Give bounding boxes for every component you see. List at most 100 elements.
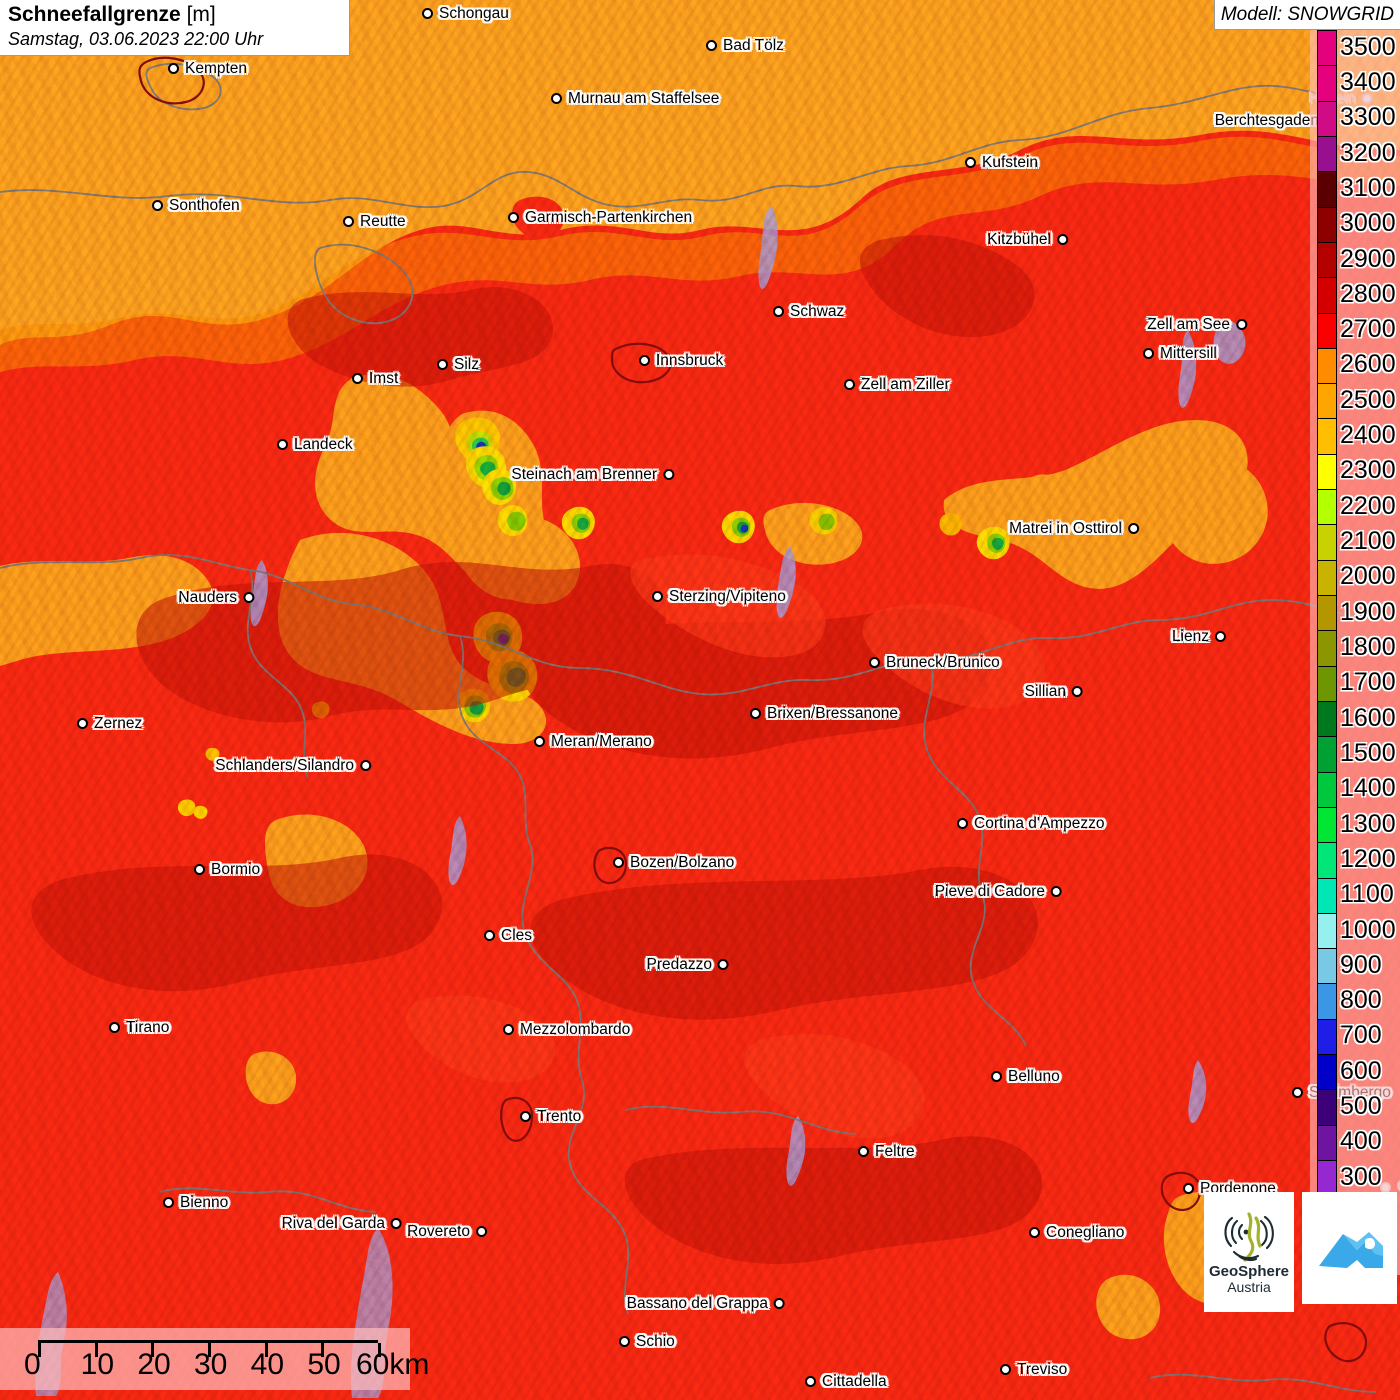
city-marker[interactable]: Coneglianо (1029, 1225, 1124, 1241)
legend-label-500: 500 (1340, 1092, 1382, 1121)
city-marker[interactable]: Sonthofen (152, 198, 240, 214)
legend-swatch-500[interactable] (1317, 1089, 1337, 1125)
city-label: Murnau am Staffelsee (568, 90, 720, 107)
legend-swatch-1700[interactable] (1317, 665, 1337, 701)
city-marker[interactable]: Bormio (194, 862, 260, 878)
city-marker[interactable]: Treviso (1000, 1362, 1067, 1378)
mountain-logo[interactable] (1302, 1192, 1397, 1304)
city-label: Bruneck/Brunico (886, 654, 1000, 671)
city-marker[interactable]: Predazzo (647, 957, 729, 973)
city-marker[interactable]: Landeck (277, 437, 353, 453)
legend-swatch-900[interactable] (1317, 948, 1337, 984)
city-marker[interactable]: Mittersill (1143, 346, 1217, 362)
city-marker[interactable]: Rovereto (407, 1224, 487, 1240)
legend-label-3500: 3500 (1340, 32, 1396, 61)
geosphere-austria-logo[interactable]: GeoSphere Austria (1204, 1192, 1294, 1312)
legend-swatch-1500[interactable] (1317, 736, 1337, 772)
city-marker[interactable]: Mezzolombardo (503, 1022, 630, 1038)
legend-swatch-2900[interactable] (1317, 241, 1337, 278)
city-marker[interactable]: Tirano (109, 1020, 169, 1036)
city-label: Mezzolombardo (520, 1021, 631, 1038)
city-label: Mittersill (1160, 345, 1217, 362)
city-marker[interactable]: Murnau am Staffelsee (551, 91, 719, 107)
city-marker[interactable]: Steinach am Brenner (511, 467, 674, 483)
legend-swatch-600[interactable] (1317, 1054, 1337, 1090)
city-marker[interactable]: Innsbruck (639, 353, 723, 369)
legend-swatch-3300[interactable] (1317, 100, 1337, 136)
legend-swatch-1600[interactable] (1317, 700, 1337, 737)
city-marker[interactable]: Kempten (168, 61, 247, 77)
title-parameter: Schneefallgrenze (8, 3, 181, 26)
legend-color-bar[interactable] (1317, 30, 1337, 1266)
city-dot-icon (773, 306, 784, 318)
city-marker[interactable]: Cortina d'Ampezzo (957, 816, 1104, 832)
legend-swatch-2200[interactable] (1317, 489, 1337, 525)
legend-label-2700: 2700 (1340, 315, 1396, 344)
city-marker[interactable]: Zell am See (1147, 317, 1247, 333)
city-marker[interactable]: Brixen/Bressanone (750, 706, 898, 722)
city-marker[interactable]: Riva del Garda (282, 1216, 402, 1232)
city-label: Lienz (1171, 628, 1209, 645)
legend-swatch-3400[interactable] (1317, 65, 1337, 101)
scale-label-50: 50 (307, 1348, 341, 1381)
city-marker[interactable]: Schongau (422, 6, 509, 22)
city-marker[interactable]: Trento (520, 1109, 581, 1125)
legend-swatch-2600[interactable] (1317, 347, 1337, 384)
city-marker[interactable]: Zernez (77, 716, 142, 732)
city-marker[interactable]: Imst (352, 371, 398, 387)
city-marker[interactable]: Bienno (163, 1195, 228, 1211)
city-marker[interactable]: Belluno (991, 1069, 1060, 1085)
city-marker[interactable]: Kitzbühel (987, 232, 1068, 248)
legend-swatch-2300[interactable] (1317, 453, 1337, 490)
city-marker[interactable]: Bruneck/Brunico (869, 655, 1000, 671)
city-label: Schwaz (790, 303, 845, 320)
city-marker[interactable]: Sillian (1025, 684, 1083, 700)
legend-swatch-3500[interactable] (1317, 30, 1337, 66)
city-marker[interactable]: Silz (437, 357, 479, 373)
legend-swatch-1000[interactable] (1317, 912, 1337, 949)
legend-swatch-1300[interactable] (1317, 806, 1337, 843)
legend-swatch-1100[interactable] (1317, 877, 1337, 913)
city-marker[interactable]: Schwaz (773, 304, 844, 320)
legend-swatch-2500[interactable] (1317, 383, 1337, 419)
city-label: Steinach am Brenner (511, 466, 657, 483)
city-marker[interactable]: Pieve di Cadore (935, 884, 1062, 900)
city-marker[interactable]: Nauders (178, 590, 254, 606)
legend-swatch-3000[interactable] (1317, 206, 1337, 242)
city-marker[interactable]: Bassano del Grappa (627, 1296, 785, 1312)
legend-swatch-3200[interactable] (1317, 135, 1337, 172)
legend-swatch-1800[interactable] (1317, 630, 1337, 666)
city-marker[interactable]: Meran/Merano (534, 734, 652, 750)
city-marker[interactable]: Feltre (858, 1144, 915, 1160)
legend-swatch-1200[interactable] (1317, 842, 1337, 878)
city-marker[interactable]: Schio (619, 1334, 675, 1350)
legend-swatch-2800[interactable] (1317, 277, 1337, 313)
city-marker[interactable]: Bozen/Bolzano (613, 855, 734, 871)
city-marker[interactable]: Zell am Ziller (844, 377, 950, 393)
legend-swatch-700[interactable] (1317, 1018, 1337, 1055)
legend-swatch-1900[interactable] (1317, 595, 1337, 631)
legend-swatch-2700[interactable] (1317, 312, 1337, 348)
city-label: Bozen/Bolzano (630, 854, 735, 871)
legend-swatch-400[interactable] (1317, 1124, 1337, 1160)
legend-swatch-2000[interactable] (1317, 559, 1337, 595)
legend-swatch-300[interactable] (1317, 1160, 1337, 1196)
city-marker[interactable]: Garmisch-Partenkirchen (508, 210, 692, 226)
city-marker[interactable]: Bad Tölz (706, 38, 784, 54)
legend-swatch-2400[interactable] (1317, 418, 1337, 454)
city-dot-icon (534, 736, 545, 748)
city-label: Reutte (360, 213, 406, 230)
city-marker[interactable]: Reutte (343, 214, 406, 230)
city-marker[interactable]: Schlanders/Silandro (215, 758, 371, 774)
city-marker[interactable]: Matrei in Osttirol (1009, 521, 1139, 537)
legend-swatch-800[interactable] (1317, 983, 1337, 1019)
legend-swatch-1400[interactable] (1317, 771, 1337, 807)
city-marker[interactable]: Cles (484, 928, 532, 944)
city-marker[interactable]: Sterzing/Vipiteno (652, 589, 786, 605)
city-marker[interactable]: Cittadella (805, 1374, 887, 1390)
city-marker[interactable]: Lienz (1172, 629, 1226, 645)
legend-swatch-2100[interactable] (1317, 524, 1337, 560)
city-marker[interactable]: Kufstein (965, 155, 1038, 171)
legend-swatch-3100[interactable] (1317, 171, 1337, 207)
